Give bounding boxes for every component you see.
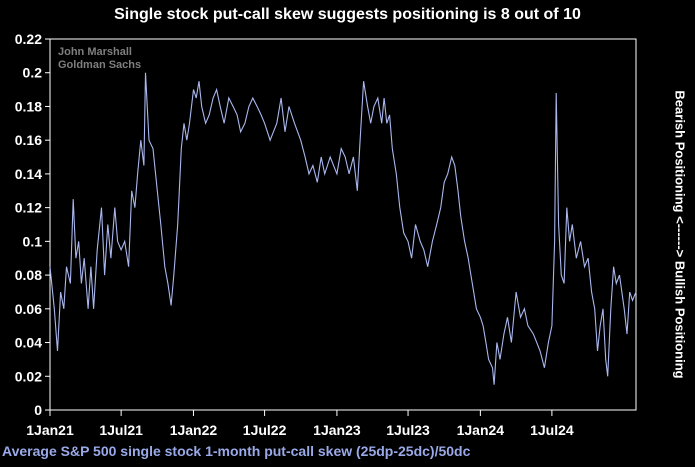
- y-axis-right-label-wrap: Bearish Positioning <------> Bullish Pos…: [668, 39, 692, 429]
- skew-series-line: [49, 72, 637, 385]
- y-tick-label: 0.02: [15, 368, 42, 384]
- y-tick-label: 0.2: [23, 65, 43, 81]
- author-credit: John Marshall Goldman Sachs: [58, 46, 141, 72]
- plot-area: [49, 38, 637, 411]
- y-tick-label: 0.16: [15, 132, 42, 148]
- x-tick-label: 1Jul22: [243, 422, 287, 438]
- x-axis-label: Average S&P 500 single stock 1-month put…: [2, 443, 471, 459]
- chart-title: Single stock put-call skew suggests posi…: [114, 6, 581, 23]
- x-tick-label: 1Jan24: [457, 422, 505, 438]
- author-name: John Marshall: [58, 46, 132, 58]
- x-tick-label: 1Jul24: [530, 422, 574, 438]
- y-tick-label: 0.14: [15, 166, 42, 182]
- y-axis: 0 0.02 0.04 0.06 0.08 0.1 0.12 0.14 0.16 0.18 0.2 0…: [15, 31, 50, 418]
- y-tick-label: 0.1: [23, 233, 43, 249]
- y-axis-right-label: Bearish Positioning <------> Bullish Pos…: [672, 89, 688, 379]
- x-tick-label: 1Jan23: [313, 422, 361, 438]
- x-tick-label: 1Jan22: [170, 422, 218, 438]
- x-tick-label: 1Jul21: [99, 422, 143, 438]
- y-tick-label: 0.12: [15, 200, 42, 216]
- y-tick-label: 0.18: [15, 98, 42, 114]
- y-tick-label: 0.06: [15, 301, 42, 317]
- y-tick-label: 0.22: [15, 31, 42, 47]
- y-tick-label: 0: [34, 402, 42, 418]
- x-axis: 1Jan21 1Jul21 1Jan22 1Jul22 1Jan23 1Jul23 1Jan…: [26, 410, 574, 438]
- x-tick-label: 1Jan21: [26, 422, 74, 438]
- x-tick-label: 1Jul23: [386, 422, 430, 438]
- author-firm: Goldman Sachs: [58, 59, 142, 71]
- y-tick-label: 0.08: [15, 267, 42, 283]
- y-tick-label: 0.04: [15, 335, 42, 351]
